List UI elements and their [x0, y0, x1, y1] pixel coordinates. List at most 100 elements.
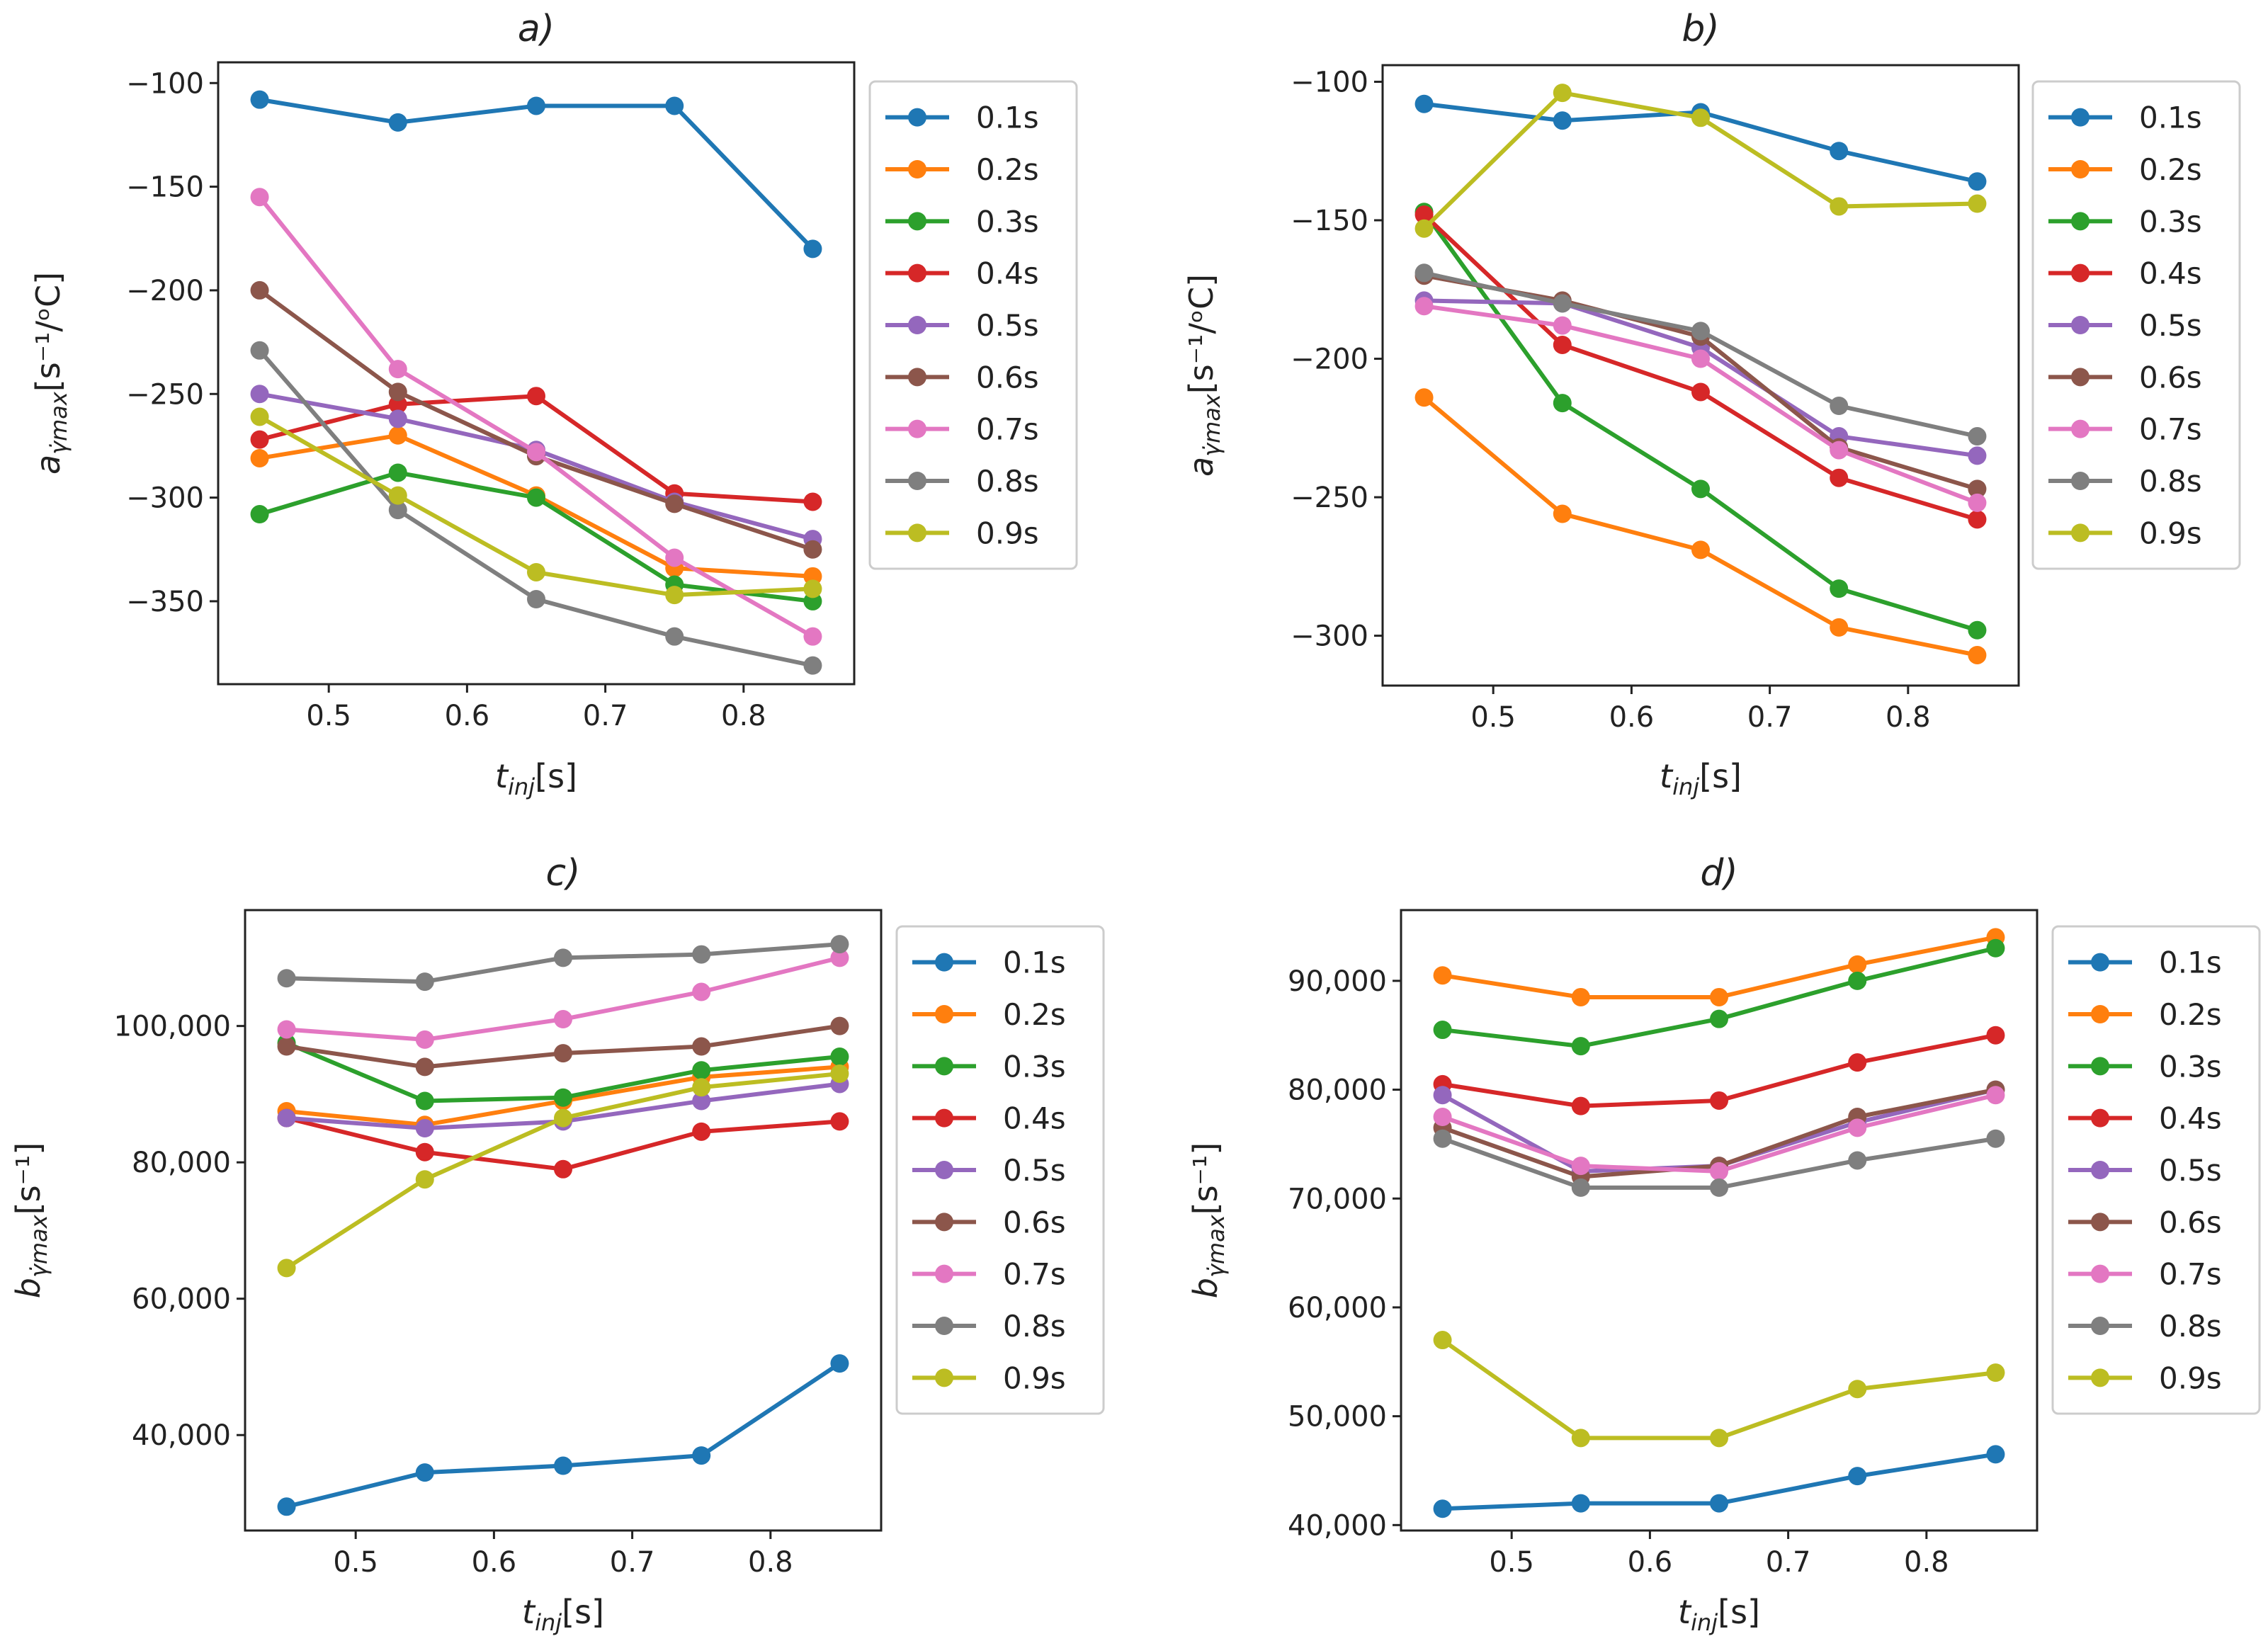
data-point [1571, 987, 1590, 1006]
chart-panel-1: a) 0.5 0.6 0.7 0.8 −100 −150 −200 −250 −300 −350 ti… [29, 8, 1078, 800]
legend-label: 0.4s [2159, 1101, 2222, 1136]
x-tick-label: 0.8 [748, 1546, 793, 1579]
data-point [1968, 194, 1987, 213]
legend-label: 0.1s [976, 101, 1039, 135]
x-tick-label: 0.6 [1609, 701, 1655, 734]
legend-label: 0.7s [2139, 412, 2202, 447]
data-point [388, 382, 407, 402]
data-point [250, 188, 269, 207]
data-point [803, 579, 822, 598]
legend-label: 0.2s [2139, 152, 2202, 187]
data-point [1691, 108, 1710, 127]
chart-panel-3: c) 0.5 0.6 0.7 0.8 40,000 60,000 80,000 100,000 t… [9, 852, 1105, 1636]
data-point [1553, 316, 1572, 335]
data-point [1968, 172, 1987, 191]
legend-label: 0.2s [2159, 997, 2222, 1032]
y-tick-label: −100 [126, 67, 204, 100]
legend-swatch-marker [935, 953, 953, 972]
data-point [1848, 955, 1867, 974]
legend-swatch-marker [908, 263, 926, 283]
data-point [665, 548, 684, 567]
data-point [527, 488, 545, 507]
data-point [803, 239, 822, 259]
data-point [1986, 1129, 2005, 1148]
data-point [1414, 219, 1434, 238]
data-point [692, 1061, 711, 1080]
data-point [527, 387, 545, 406]
legend-label: 0.1s [2159, 946, 2222, 980]
chart-title: b) [1682, 8, 1719, 50]
y-tick-label: −200 [1291, 343, 1368, 376]
legend-label: 0.8s [976, 464, 1039, 499]
legend-label: 0.4s [976, 256, 1039, 291]
y-tick-label: −300 [1291, 620, 1368, 653]
legend-label: 0.6s [2159, 1205, 2222, 1239]
data-point [415, 1057, 434, 1077]
legend-swatch-marker [2071, 263, 2090, 283]
data-point [1414, 297, 1434, 316]
data-point [830, 948, 849, 967]
y-tick-label: 100,000 [114, 1011, 231, 1043]
data-point [415, 1030, 434, 1049]
data-point [415, 1170, 434, 1189]
data-point [1553, 84, 1572, 103]
data-point [1986, 938, 2005, 958]
legend-swatch-marker [908, 160, 926, 178]
x-tick-label: 0.5 [333, 1546, 378, 1579]
data-point [1553, 294, 1572, 313]
y-tick-label: 60,000 [132, 1283, 231, 1316]
legend-label: 0.9s [1003, 1361, 1066, 1395]
legend-swatch-marker [2091, 1057, 2109, 1076]
data-point [1710, 1429, 1728, 1448]
y-tick-label: −150 [1291, 205, 1368, 237]
data-point [527, 443, 545, 462]
series-line-0.6s [1424, 273, 1978, 492]
data-point [1710, 1178, 1728, 1197]
legend-swatch-marker [908, 523, 926, 543]
x-tick-label: 0.5 [306, 700, 351, 732]
data-point [692, 1446, 711, 1465]
data-point [1710, 987, 1728, 1006]
data-point [1691, 322, 1710, 341]
series-line-0.3s [1422, 210, 1978, 632]
data-point [692, 982, 711, 1001]
data-point [250, 448, 269, 467]
data-point [830, 1112, 849, 1131]
data-point [1433, 1108, 1452, 1126]
x-axis-label: tinj[s] [1678, 1593, 1760, 1636]
data-point [1830, 618, 1849, 637]
data-point [1553, 394, 1572, 413]
y-tick-label: −100 [1291, 66, 1368, 98]
legend-label: 0.6s [1003, 1205, 1066, 1239]
chart-title: d) [1700, 852, 1737, 895]
legend-swatch-marker [935, 1005, 953, 1023]
legend-swatch-marker [2071, 472, 2090, 490]
series-line-0.2s [1422, 395, 1978, 657]
legend-label: 0.4s [1003, 1101, 1066, 1136]
data-point [250, 280, 269, 300]
data-point [1571, 1096, 1590, 1115]
plot-frame [244, 909, 883, 1532]
data-point [1710, 1494, 1728, 1513]
x-tick-label: 0.8 [1904, 1546, 1949, 1579]
data-point [1968, 427, 1987, 446]
data-point [1433, 1331, 1452, 1350]
series-line-0.1s [285, 1361, 841, 1509]
data-point [1710, 1091, 1728, 1110]
legend-swatch-marker [2071, 316, 2090, 334]
data-point [803, 656, 822, 675]
x-tick-label: 0.6 [472, 1546, 517, 1579]
data-point [1571, 1178, 1590, 1197]
data-point [1414, 388, 1434, 407]
chart-panel-4: d) 0.5 0.6 0.7 0.8 40,000 50,000 60,000 70,000 80… [1186, 852, 2261, 1636]
x-tick-label: 0.7 [1747, 701, 1793, 734]
legend-label: 0.8s [2159, 1309, 2222, 1344]
plot-frame [217, 61, 856, 686]
data-point [388, 360, 407, 379]
data-point [1848, 971, 1867, 990]
y-tick-label: −250 [126, 378, 204, 411]
data-point [665, 96, 684, 115]
legend-label: 0.7s [2159, 1257, 2222, 1292]
data-point [388, 426, 407, 445]
data-point [1433, 1129, 1452, 1148]
